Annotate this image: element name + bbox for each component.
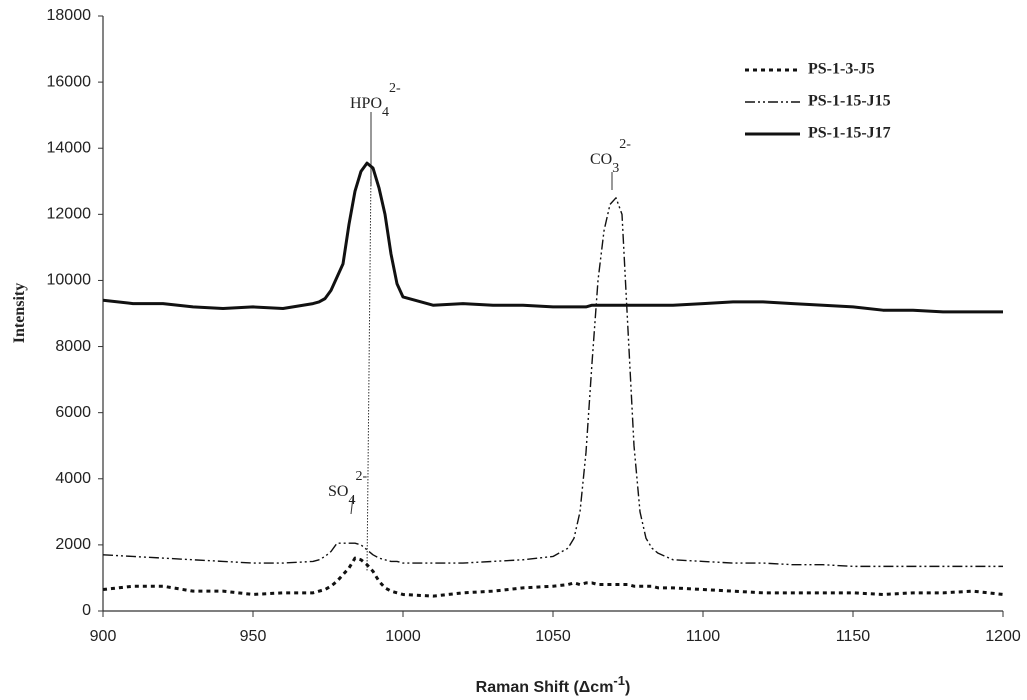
annotation: CO32- xyxy=(590,137,631,176)
annotation-sup: 2- xyxy=(619,137,631,152)
annotation-sup: 2- xyxy=(355,469,367,484)
y-tick-label: 0 xyxy=(82,602,91,619)
annotation-sup: 2- xyxy=(389,81,401,96)
y-tick-label: 10000 xyxy=(47,272,92,289)
series-line xyxy=(102,161,1003,314)
annotation-sub: 4 xyxy=(382,105,389,120)
y-tick-label: 4000 xyxy=(55,470,91,487)
x-tick-label: 1100 xyxy=(686,628,721,645)
annotation-sub: 3 xyxy=(612,161,619,176)
x-label-tail: ) xyxy=(625,679,630,696)
x-tick-label: 1150 xyxy=(836,628,871,645)
x-tick-label: 950 xyxy=(240,628,267,645)
x-tick-label: 1050 xyxy=(535,628,571,645)
annotation-text: HPO xyxy=(350,95,382,112)
y-tick-label: 16000 xyxy=(47,73,92,90)
series-line xyxy=(102,197,1003,568)
legend-label: PS-1-3-J5 xyxy=(808,61,875,78)
annotation: HPO42- xyxy=(350,81,401,120)
x-tick-label: 1000 xyxy=(385,628,421,645)
annotation-text: CO xyxy=(590,151,612,168)
y-tick-label: 12000 xyxy=(47,206,92,223)
series-line xyxy=(102,556,1004,598)
y-tick-label: 8000 xyxy=(55,338,91,355)
annotation-text: SO xyxy=(328,483,348,500)
y-tick-label: 2000 xyxy=(55,536,91,553)
x-tick-label: 1200 xyxy=(985,628,1021,645)
y-tick-label: 14000 xyxy=(47,139,92,156)
x-tick-label: 900 xyxy=(90,628,117,645)
leader-line xyxy=(350,496,354,515)
x-axis-label: Raman Shift (Δcm-1) xyxy=(476,673,631,697)
legend-label: PS-1-15-J17 xyxy=(808,125,891,142)
x-label-sup: -1 xyxy=(613,673,625,688)
annotation-sub: 4 xyxy=(348,493,355,508)
annotation: SO42- xyxy=(328,469,367,508)
y-tick-label: 18000 xyxy=(47,7,92,24)
y-axis-label: Intensity xyxy=(11,283,28,343)
x-label-text: Raman Shift (Δcm xyxy=(476,679,614,696)
legend-label: PS-1-15-J15 xyxy=(808,93,891,110)
guide-line xyxy=(366,169,372,573)
y-tick-label: 6000 xyxy=(55,404,91,421)
